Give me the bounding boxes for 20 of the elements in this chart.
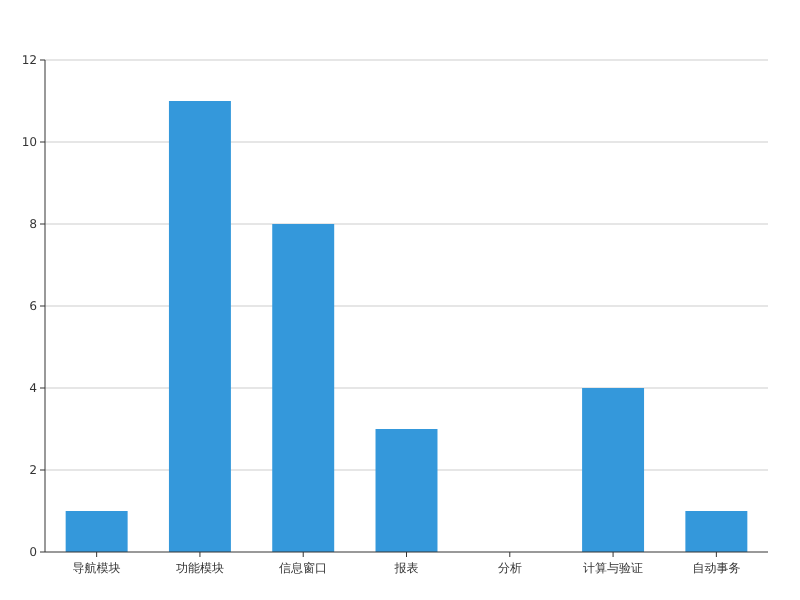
bar xyxy=(66,511,128,552)
bar xyxy=(582,388,644,552)
bar xyxy=(272,224,334,552)
x-tick-label: 功能模块 xyxy=(176,561,224,575)
x-tick-label: 报表 xyxy=(394,561,418,575)
x-tick-label: 计算与验证 xyxy=(583,561,644,575)
x-tick-label: 分析 xyxy=(498,561,522,575)
y-tick-label: 2 xyxy=(29,463,37,478)
y-tick-label: 0 xyxy=(29,545,37,560)
y-tick-label: 12 xyxy=(22,53,37,68)
y-tick-label: 6 xyxy=(29,299,37,314)
x-tick-label: 信息窗口 xyxy=(279,561,328,575)
bar xyxy=(376,429,438,552)
bar xyxy=(685,511,748,552)
y-tick-label: 10 xyxy=(22,135,37,150)
bar xyxy=(168,101,231,552)
y-tick-label: 8 xyxy=(29,217,37,232)
y-tick-label: 4 xyxy=(29,381,37,396)
x-tick-label: 导航模块 xyxy=(72,561,121,575)
x-tick-label: 自动事务 xyxy=(692,561,740,575)
